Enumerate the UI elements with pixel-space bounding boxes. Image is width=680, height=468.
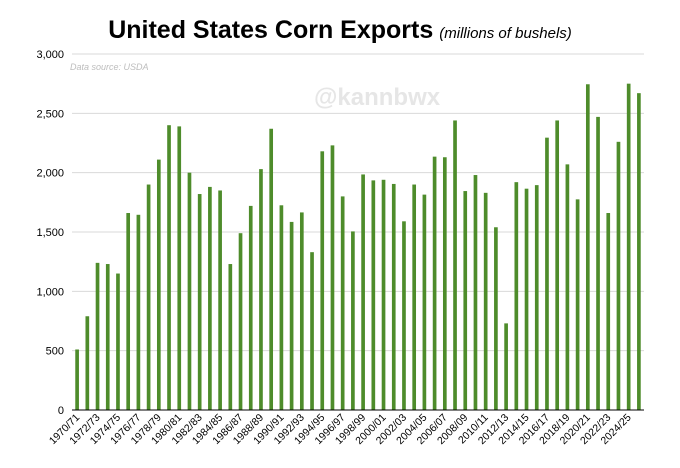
bars [75, 83, 641, 411]
bar [320, 151, 325, 410]
bar [289, 221, 294, 410]
bar [494, 227, 498, 410]
y-tick-label: 1,000 [36, 286, 64, 298]
bar [412, 184, 417, 410]
bar [534, 185, 539, 410]
bar [463, 191, 468, 410]
x-axis-ticks: 1970/711972/731974/751976/771978/791980/… [47, 412, 634, 447]
y-tick-label: 2,500 [36, 108, 64, 120]
bar [75, 349, 79, 410]
bar [156, 159, 161, 410]
bar [248, 205, 253, 410]
bar [453, 120, 457, 410]
bar [606, 213, 611, 410]
bar [626, 83, 631, 411]
bar [585, 84, 590, 410]
bar [167, 125, 171, 410]
bar [228, 264, 233, 410]
bar [514, 182, 519, 410]
bar [146, 184, 151, 410]
y-tick-label: 1,500 [36, 227, 64, 239]
y-tick-label: 0 [58, 405, 64, 417]
bar [555, 120, 560, 410]
bar [422, 194, 427, 410]
bar [391, 183, 396, 410]
bar [259, 169, 263, 410]
chart-title: United States Corn Exports (millions of b… [0, 16, 680, 45]
bar [361, 174, 365, 410]
bar [269, 128, 274, 410]
bar [504, 323, 508, 410]
bar [381, 179, 386, 410]
bar [473, 175, 478, 410]
bar [187, 172, 192, 410]
bar [442, 157, 447, 410]
y-tick-label: 3,000 [36, 49, 64, 61]
bar [432, 156, 437, 410]
bar [85, 316, 90, 410]
bar [565, 164, 570, 410]
bar [105, 264, 110, 410]
bar [596, 116, 600, 410]
bar [299, 212, 304, 410]
bar [340, 196, 345, 410]
bar [351, 231, 355, 410]
bar [330, 145, 335, 410]
bar [524, 188, 529, 410]
bar [371, 180, 376, 410]
y-tick-label: 500 [46, 346, 64, 358]
bar [116, 273, 120, 410]
bar [483, 192, 488, 410]
y-tick-label: 2,000 [36, 168, 64, 180]
watermark: @kannbwx [314, 84, 441, 111]
bar [616, 141, 621, 410]
bar [177, 126, 182, 411]
bar [637, 93, 641, 410]
chart-title-main: United States Corn Exports [108, 16, 434, 44]
bar [310, 252, 314, 410]
bar [136, 214, 141, 410]
bar [545, 137, 549, 410]
bar [238, 233, 243, 410]
data-source-note: Data source: USDA [70, 62, 149, 72]
bar [575, 199, 580, 410]
bar [208, 186, 212, 410]
bar [197, 194, 202, 410]
bar [218, 190, 222, 410]
y-axis-ticks: 0 500 1,000 1,500 2,000 2,500 3,000 [36, 49, 64, 417]
chart-subtitle: (millions of bushels) [439, 25, 572, 42]
bar [279, 205, 284, 410]
bar [95, 262, 100, 410]
bar [402, 221, 406, 410]
bar [126, 213, 131, 410]
